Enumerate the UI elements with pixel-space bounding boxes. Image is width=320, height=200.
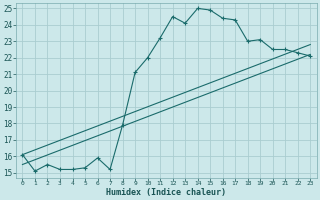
X-axis label: Humidex (Indice chaleur): Humidex (Indice chaleur) xyxy=(106,188,226,197)
